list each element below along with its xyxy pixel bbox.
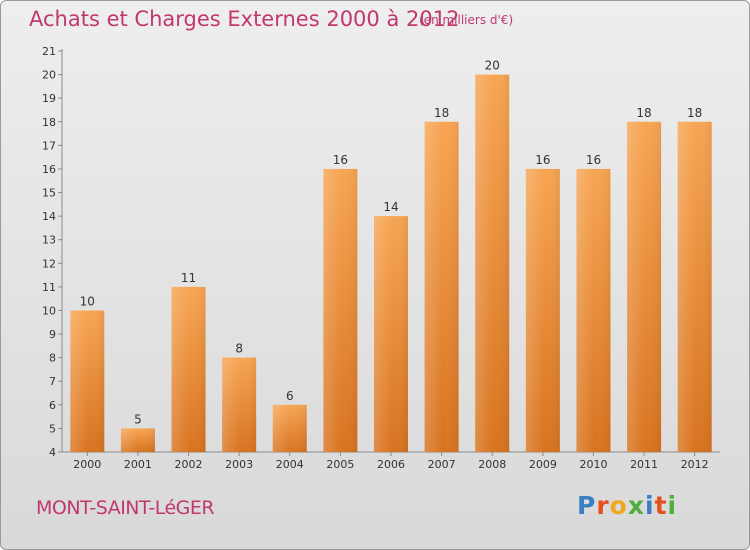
x-tick-label-2006: 2006 [377, 458, 405, 471]
data-label-2010: 16 [586, 153, 601, 167]
y-tick-label: 5 [49, 422, 56, 435]
bar-2004[interactable] [272, 404, 307, 452]
commune-name: MONT-SAINT-LéGER [36, 497, 215, 519]
data-label-2001: 5 [134, 412, 142, 426]
y-tick-label: 11 [42, 281, 56, 294]
x-tick-label-2011: 2011 [630, 458, 658, 471]
y-tick-label: 14 [42, 210, 56, 223]
y-tick-label: 18 [42, 116, 56, 129]
x-tick-label-2004: 2004 [276, 458, 304, 471]
y-tick-label: 7 [49, 375, 56, 388]
bar-2005[interactable] [323, 168, 358, 453]
data-label-2004: 6 [286, 389, 294, 403]
x-tick-label-2007: 2007 [428, 458, 456, 471]
bar-2001[interactable] [120, 428, 155, 452]
y-tick-label: 21 [42, 45, 56, 58]
bar-2003[interactable] [222, 357, 257, 452]
x-tick-label-2009: 2009 [529, 458, 557, 471]
bar-2009[interactable] [525, 168, 560, 453]
y-tick-label: 17 [42, 139, 56, 152]
y-tick-label: 15 [42, 187, 56, 200]
data-label-2002: 11 [181, 271, 196, 285]
data-label-2000: 10 [80, 294, 95, 308]
bar-2002[interactable] [171, 286, 206, 452]
logo-letter: i [645, 491, 655, 520]
bar-2012[interactable] [677, 121, 712, 452]
y-tick-label: 9 [49, 328, 56, 341]
logo-letter: P [577, 491, 597, 520]
x-tick-label-2012: 2012 [681, 458, 709, 471]
bar-2008[interactable] [475, 74, 510, 453]
y-tick-label: 16 [42, 163, 56, 176]
x-tick-label-2008: 2008 [478, 458, 506, 471]
logo-letter: i [667, 491, 678, 520]
x-tick-label-2010: 2010 [579, 458, 607, 471]
y-tick-label: 12 [42, 257, 56, 270]
data-label-2005: 16 [333, 153, 348, 167]
data-label-2007: 18 [434, 106, 449, 120]
y-tick-label: 6 [49, 399, 56, 412]
y-tick-label: 19 [42, 92, 56, 105]
x-tick-label-2001: 2001 [124, 458, 152, 471]
logo-letter: t [654, 491, 668, 520]
bar-2000[interactable] [70, 310, 105, 452]
x-tick-label-2003: 2003 [225, 458, 253, 471]
chart-title: Achats et Charges Externes 2000 à 2012 [29, 7, 460, 31]
x-tick-label-2000: 2000 [73, 458, 101, 471]
y-tick-label: 20 [42, 69, 56, 82]
data-label-2009: 16 [535, 153, 550, 167]
y-tick-label: 13 [42, 234, 56, 247]
y-tick-label: 8 [49, 352, 56, 365]
data-label-2006: 14 [383, 200, 398, 214]
x-tick-label-2005: 2005 [326, 458, 354, 471]
chart-subtitle: (en milliers d'€) [419, 13, 514, 27]
x-tick-label-2002: 2002 [175, 458, 203, 471]
proxiti-logo[interactable]: Proxiti [577, 491, 677, 520]
bar-2010[interactable] [576, 168, 611, 453]
bar-2011[interactable] [627, 121, 662, 452]
y-tick-label: 10 [42, 304, 56, 317]
data-label-2011: 18 [636, 106, 651, 120]
data-label-2008: 20 [485, 59, 500, 73]
data-label-2003: 8 [235, 342, 243, 356]
logo-letter: o [609, 491, 628, 520]
bar-2006[interactable] [374, 216, 408, 452]
logo-letter: x [627, 491, 645, 520]
data-label-2012: 18 [687, 106, 702, 120]
y-tick-label: 4 [49, 446, 56, 459]
logo-letter: r [596, 491, 610, 520]
bar-2007[interactable] [424, 121, 459, 452]
